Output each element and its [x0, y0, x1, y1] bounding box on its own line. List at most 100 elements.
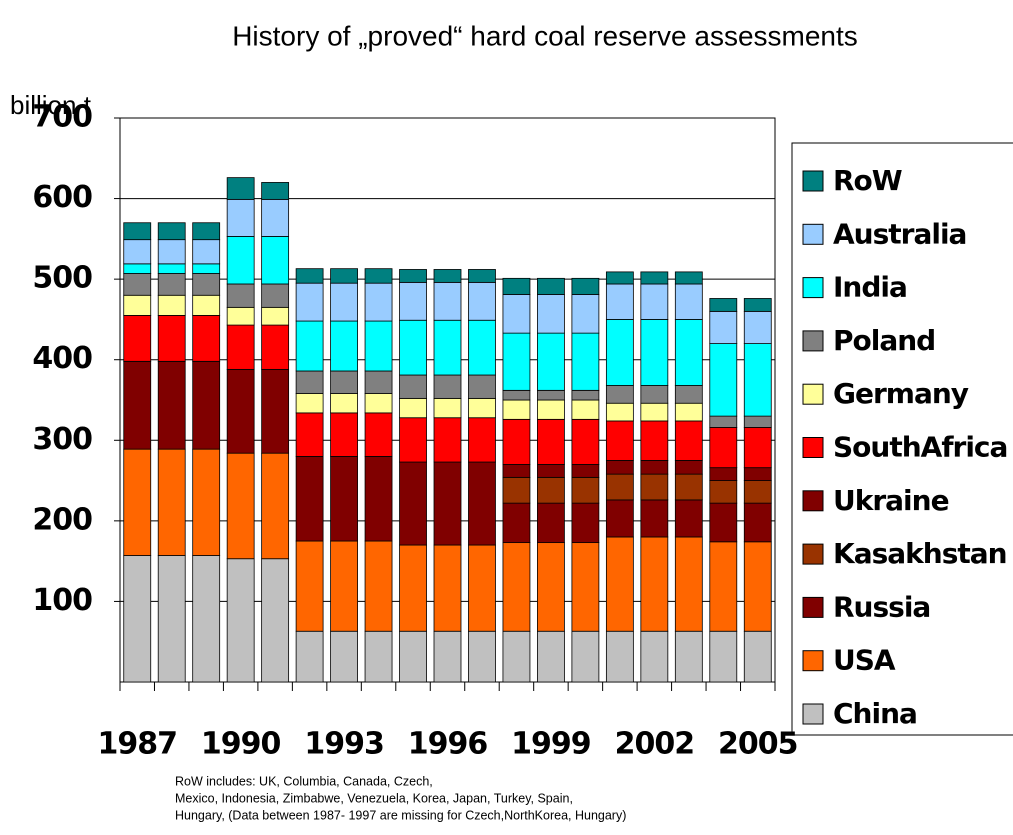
bar-segment	[123, 222, 152, 241]
bar-segment	[226, 236, 255, 285]
y-tick-label: 200	[32, 502, 92, 537]
bar-segment	[468, 630, 496, 683]
bar-segment	[571, 418, 600, 465]
bar-segment	[123, 314, 152, 362]
bar-segment	[123, 239, 152, 265]
legend-swatch	[802, 703, 824, 725]
legend-swatch	[802, 383, 824, 405]
bar-segment	[433, 374, 462, 399]
bar-segment	[743, 310, 772, 345]
x-tick-label: 1999	[511, 727, 591, 762]
bar-segment	[399, 417, 427, 463]
bar-segment	[330, 540, 358, 632]
note-line: RoW includes: UK, Columbia, Canada, Czec…	[175, 774, 433, 788]
bar-segment	[123, 273, 152, 296]
x-tick-label: 2005	[718, 727, 798, 762]
x-tick-label: 1987	[97, 727, 177, 762]
bar-segment	[640, 536, 669, 632]
bar-segment	[399, 281, 427, 321]
bar-segment	[537, 389, 565, 401]
bar-segment	[640, 402, 669, 422]
bar-segment	[261, 182, 290, 200]
bar-segment	[295, 370, 324, 394]
bar-segment	[605, 536, 634, 632]
bar-segment	[157, 314, 186, 362]
bar-segment	[157, 222, 186, 241]
bar-segment	[605, 420, 634, 461]
legend-label: Russia	[833, 590, 930, 623]
bar-segment	[709, 630, 738, 683]
legend-swatch	[802, 596, 824, 618]
bar-segment	[502, 399, 531, 420]
bar-segment	[226, 324, 255, 370]
bar-segment	[743, 630, 772, 683]
bar-segment	[226, 177, 255, 200]
bar-segment	[295, 630, 324, 683]
y-tick-label: 500	[32, 261, 92, 296]
legend-swatch	[802, 223, 824, 245]
bar-segment	[433, 269, 462, 283]
bar-segment	[640, 473, 669, 501]
bar-segment	[640, 499, 669, 538]
bar-segment	[537, 332, 565, 391]
legend-swatch	[802, 437, 824, 458]
bar-segment	[330, 412, 358, 457]
bar-segment	[709, 480, 738, 504]
bar-segment	[571, 464, 600, 478]
y-tick-label: 700	[32, 100, 92, 135]
bar-segment	[295, 393, 324, 414]
bar-segment	[674, 460, 703, 475]
bar-segment	[364, 455, 393, 542]
bar-segment	[709, 541, 738, 632]
bar-segment	[674, 271, 703, 285]
bar-segment	[674, 420, 703, 461]
bar-segment	[192, 555, 221, 683]
bar-segment	[261, 236, 290, 285]
bar-segment	[192, 448, 221, 556]
bar-segment	[502, 418, 531, 465]
bar-segment	[502, 630, 531, 683]
bar-segment	[123, 448, 152, 556]
bar-segment	[192, 314, 221, 362]
bar-segment	[261, 324, 290, 370]
bar-segment	[640, 460, 669, 475]
bar-segment	[571, 476, 600, 504]
bar-segment	[537, 464, 565, 478]
bar-segment	[743, 480, 772, 504]
bar-segment	[468, 281, 496, 321]
bar-segment	[537, 502, 565, 544]
bar-segment	[571, 399, 600, 420]
y-tick-label: 600	[32, 180, 92, 215]
bar-segment	[192, 273, 221, 296]
bar-segment	[502, 332, 531, 391]
note-line: Hungary, (Data between 1987- 1997 are mi…	[175, 808, 626, 822]
bar-segment	[468, 374, 496, 399]
bar-segment	[743, 467, 772, 481]
bar-segment	[157, 239, 186, 265]
bar-segment	[468, 397, 496, 419]
legend-label: RoW	[833, 164, 903, 197]
bar-segment	[502, 389, 531, 401]
bar-segment	[674, 499, 703, 538]
bar-segment	[295, 282, 324, 322]
legend-swatch	[802, 543, 824, 565]
bar-segment	[709, 310, 738, 345]
legend-swatch	[802, 650, 824, 672]
bar-segment	[295, 268, 324, 284]
bar-segment	[364, 282, 393, 322]
y-tick-label: 400	[32, 341, 92, 376]
x-tick-label: 1993	[304, 727, 384, 762]
bar-segment	[364, 268, 393, 284]
bar-segment	[605, 402, 634, 422]
bar-segment	[364, 630, 393, 683]
bar-segment	[364, 412, 393, 457]
bar-segment	[433, 417, 462, 463]
bar-segment	[192, 263, 221, 274]
bar-segment	[468, 544, 496, 632]
bar-segment	[226, 198, 255, 237]
bar-segment	[330, 268, 358, 284]
bar-segment	[123, 555, 152, 683]
bar-segment	[192, 239, 221, 265]
bar-segment	[468, 461, 496, 546]
